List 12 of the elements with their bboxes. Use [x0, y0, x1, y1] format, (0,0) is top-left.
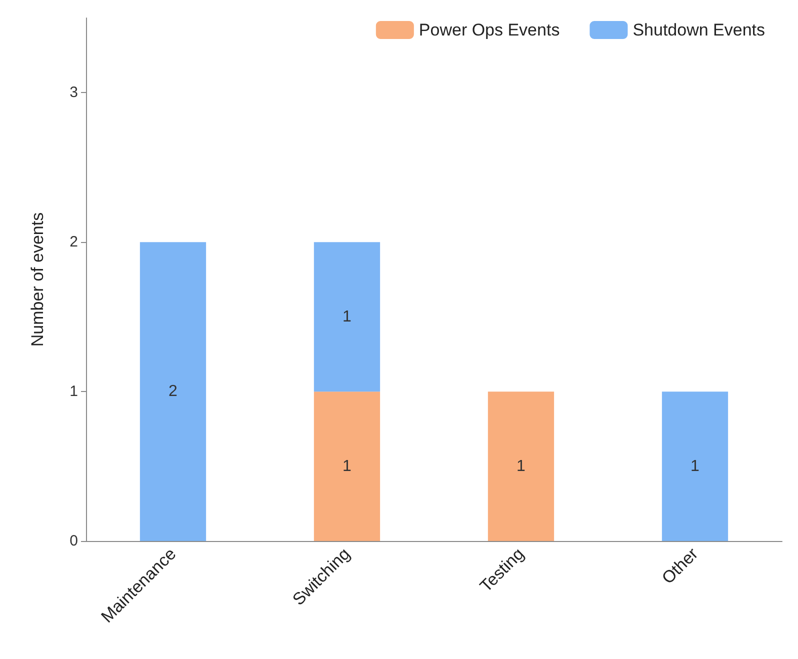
data-label: 2: [168, 383, 178, 400]
data-label: 1: [342, 308, 352, 326]
data-label: 1: [342, 458, 352, 475]
y-tick-label: 3: [70, 84, 78, 102]
legend-label: Shutdown Events: [632, 20, 766, 40]
legend-label: Power Ops Events: [418, 20, 560, 40]
y-axis-title: Number of events: [28, 212, 47, 347]
y-tick-label: 0: [70, 532, 78, 550]
y-tick-label: 2: [70, 234, 78, 251]
data-label: 1: [690, 458, 700, 475]
y-tick-label: 1: [70, 383, 78, 400]
data-label: 1: [516, 458, 526, 475]
